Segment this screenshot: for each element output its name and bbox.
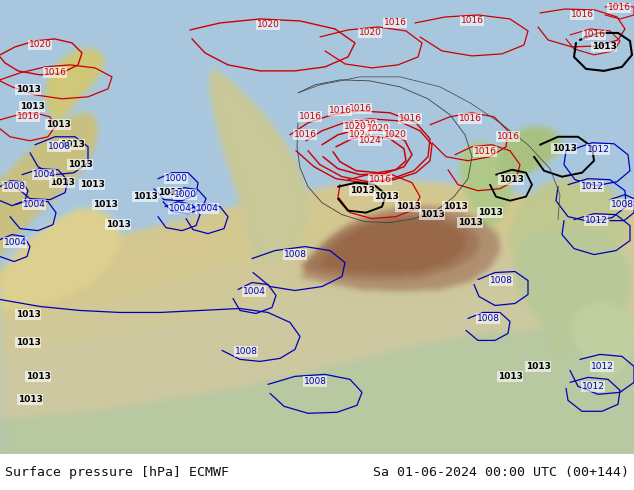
Text: 1020: 1020 bbox=[257, 21, 280, 29]
Text: 1004: 1004 bbox=[32, 170, 55, 179]
Text: 1008: 1008 bbox=[235, 347, 257, 356]
Text: 1008: 1008 bbox=[477, 314, 500, 323]
Text: 1008: 1008 bbox=[3, 182, 25, 191]
Text: 1012: 1012 bbox=[581, 382, 604, 391]
Text: 1008: 1008 bbox=[304, 377, 327, 386]
Text: 1008: 1008 bbox=[611, 200, 633, 209]
Text: 1016: 1016 bbox=[384, 19, 406, 27]
Text: 1013: 1013 bbox=[477, 208, 502, 217]
Text: 1016: 1016 bbox=[294, 130, 316, 139]
Text: 1008: 1008 bbox=[48, 142, 70, 151]
Text: 1012: 1012 bbox=[590, 362, 614, 371]
Text: 1013: 1013 bbox=[458, 218, 482, 227]
Text: 1016: 1016 bbox=[328, 106, 351, 115]
Text: 1008: 1008 bbox=[489, 276, 512, 285]
Text: 1013: 1013 bbox=[16, 85, 41, 95]
Text: 1024: 1024 bbox=[359, 136, 382, 145]
Text: 1016: 1016 bbox=[496, 132, 519, 141]
Text: Sa 01-06-2024 00:00 UTC (00+144): Sa 01-06-2024 00:00 UTC (00+144) bbox=[373, 466, 629, 479]
Text: 1013: 1013 bbox=[420, 210, 444, 219]
Text: 1013: 1013 bbox=[158, 188, 183, 197]
Text: 1013: 1013 bbox=[349, 186, 375, 195]
Text: 1013: 1013 bbox=[133, 192, 157, 201]
Text: 1004: 1004 bbox=[4, 238, 27, 247]
Text: 1020: 1020 bbox=[29, 40, 51, 49]
Text: 1016: 1016 bbox=[16, 112, 39, 122]
Text: 1013: 1013 bbox=[526, 362, 550, 371]
Text: 1020: 1020 bbox=[354, 120, 377, 129]
Text: 1012: 1012 bbox=[581, 182, 604, 191]
Text: 1013: 1013 bbox=[18, 395, 42, 404]
Text: 1016: 1016 bbox=[368, 175, 392, 184]
Text: 1013: 1013 bbox=[373, 192, 398, 201]
Text: 1016: 1016 bbox=[607, 3, 630, 12]
Text: 1020: 1020 bbox=[344, 122, 366, 131]
Text: 1000: 1000 bbox=[164, 174, 188, 183]
Text: 1013: 1013 bbox=[498, 175, 524, 184]
Text: 1013: 1013 bbox=[20, 102, 44, 111]
Text: 1016: 1016 bbox=[349, 104, 372, 113]
Text: 1004: 1004 bbox=[169, 204, 191, 213]
Text: 1013: 1013 bbox=[106, 220, 131, 229]
Text: 1013: 1013 bbox=[93, 200, 117, 209]
Text: 1004: 1004 bbox=[195, 204, 219, 213]
Text: 1016: 1016 bbox=[583, 30, 605, 39]
Text: 1012: 1012 bbox=[586, 145, 609, 154]
Text: 1004: 1004 bbox=[243, 287, 266, 296]
Text: 1013: 1013 bbox=[68, 160, 93, 169]
Text: Surface pressure [hPa] ECMWF: Surface pressure [hPa] ECMWF bbox=[5, 466, 229, 479]
Text: 1013: 1013 bbox=[498, 372, 522, 381]
Text: 1016: 1016 bbox=[44, 69, 67, 77]
Text: 1013: 1013 bbox=[79, 180, 105, 189]
Text: 1013: 1013 bbox=[49, 178, 74, 187]
Text: 1020: 1020 bbox=[366, 124, 389, 133]
Text: 1013: 1013 bbox=[443, 202, 467, 211]
Text: 1013: 1013 bbox=[46, 120, 70, 129]
Text: 1016: 1016 bbox=[460, 17, 484, 25]
Text: 1013: 1013 bbox=[16, 338, 41, 347]
Text: 1013: 1013 bbox=[60, 140, 84, 149]
Text: 1020: 1020 bbox=[384, 130, 406, 139]
Text: 1016: 1016 bbox=[474, 147, 496, 156]
Text: 1016: 1016 bbox=[399, 114, 422, 123]
Text: 1008: 1008 bbox=[283, 250, 306, 259]
Text: 1020: 1020 bbox=[359, 28, 382, 37]
Text: 1016: 1016 bbox=[458, 114, 481, 123]
Text: 1012: 1012 bbox=[585, 216, 607, 225]
Text: 1024: 1024 bbox=[349, 130, 372, 139]
Text: 1013: 1013 bbox=[592, 43, 616, 51]
Text: 1016: 1016 bbox=[571, 10, 593, 20]
Text: 1016: 1016 bbox=[299, 112, 321, 122]
Text: 1013: 1013 bbox=[396, 202, 420, 211]
Text: 1013: 1013 bbox=[552, 144, 576, 153]
Text: 1004: 1004 bbox=[23, 200, 46, 209]
Text: 1000: 1000 bbox=[174, 190, 197, 199]
Text: 1013: 1013 bbox=[16, 310, 41, 319]
Text: 1013: 1013 bbox=[25, 372, 51, 381]
